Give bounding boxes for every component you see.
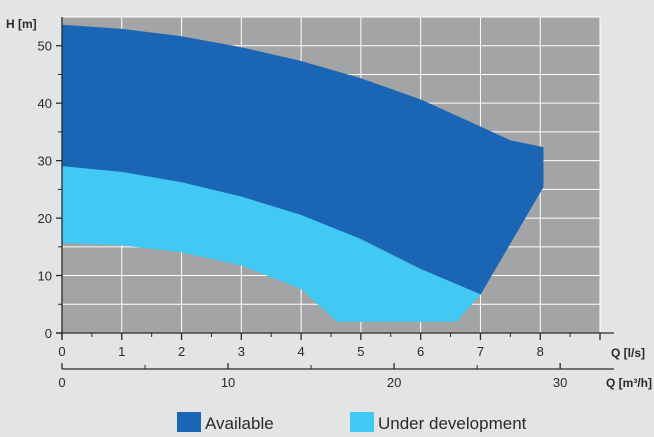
x2-tick-label-3: 30 — [553, 375, 567, 390]
x-tick-label-1: 1 — [118, 344, 125, 359]
x-tick-label-2: 2 — [178, 344, 185, 359]
x2-tick-label-0: 0 — [58, 375, 65, 390]
legend-swatch-under-development — [350, 412, 374, 432]
x-tick-label-0: 0 — [58, 344, 65, 359]
y-tick-label-3: 30 — [38, 154, 52, 169]
x-tick-label-4: 4 — [297, 344, 304, 359]
y-tick-label-0: 0 — [45, 326, 52, 341]
x-tick-label-3: 3 — [238, 344, 245, 359]
legend-label-under-development: Under development — [378, 414, 527, 432]
x2-tick-label-2: 20 — [387, 375, 401, 390]
series-areas — [61, 24, 544, 322]
series-area-1 — [61, 166, 481, 322]
y-axis-title: H [m] — [6, 17, 37, 31]
legend: Available Under development — [177, 412, 527, 433]
x2-axis-title: Q [m³/h] — [606, 376, 652, 390]
y-tick-label-1: 10 — [38, 269, 52, 284]
x-tick-label-8: 8 — [537, 344, 544, 359]
legend-swatch-available — [177, 412, 201, 432]
y-tick-label-2: 20 — [38, 211, 52, 226]
y-tick-label-4: 40 — [38, 96, 52, 111]
x2-tick-label-1: 10 — [221, 375, 235, 390]
y-tick-label-5: 50 — [38, 39, 52, 54]
x-tick-label-6: 6 — [417, 344, 424, 359]
legend-label-available: Available — [205, 414, 274, 432]
x-tick-label-5: 5 — [357, 344, 364, 359]
axes: 0 10 20 30 40 50 0 1 2 3 4 5 6 7 8 0 10 20 30 — [38, 17, 614, 390]
x-tick-label-7: 7 — [477, 344, 484, 359]
x-axis-title: Q [l/s] — [611, 346, 645, 360]
